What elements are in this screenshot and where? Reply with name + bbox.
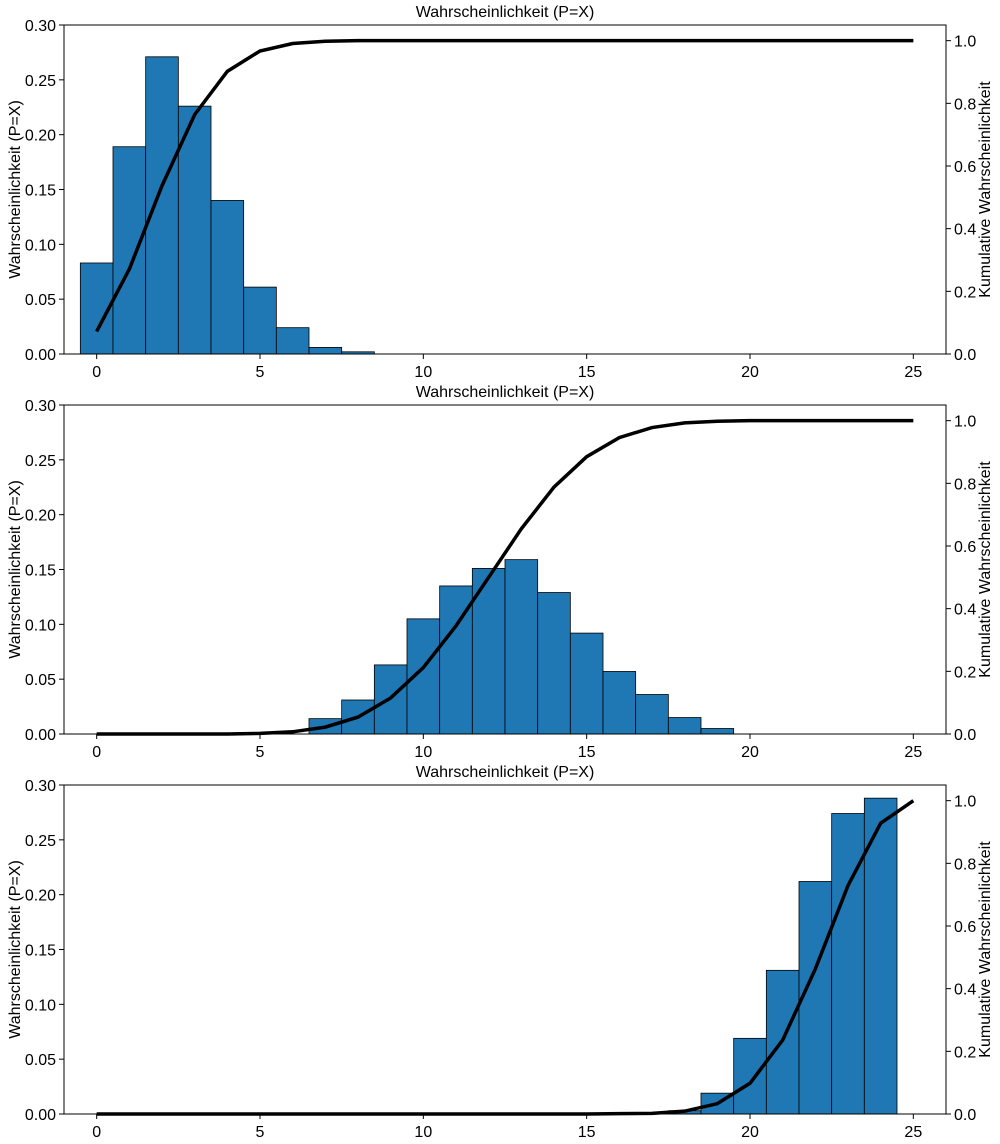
bar xyxy=(667,717,702,735)
y-tick-label: 0.15 xyxy=(25,943,56,960)
x-tick-label: 20 xyxy=(741,1124,759,1141)
y2-tick-label: 0.4 xyxy=(954,982,976,999)
y2-tick-label: 0.0 xyxy=(954,347,976,364)
x-tick-label: 10 xyxy=(414,364,432,381)
x-tick-label: 15 xyxy=(578,364,596,381)
bar xyxy=(210,200,245,355)
y-tick-label: 0.15 xyxy=(25,183,56,200)
y2-tick-label: 0.8 xyxy=(954,476,976,493)
bar xyxy=(700,728,735,735)
y-tick-label: 0.20 xyxy=(25,508,56,525)
x-tick-label: 10 xyxy=(414,1124,432,1141)
y-tick-label: 0.20 xyxy=(25,128,56,145)
y-tick-label: 0.00 xyxy=(25,1107,56,1124)
x-tick-label: 20 xyxy=(741,744,759,761)
y2-tick-label: 0.2 xyxy=(954,284,976,301)
bar xyxy=(504,559,539,735)
x-tick-label: 0 xyxy=(92,744,101,761)
y-tick-label: 0.05 xyxy=(25,672,56,689)
y2-tick-label: 1.0 xyxy=(954,414,976,431)
bar xyxy=(177,105,212,355)
bar xyxy=(145,56,179,355)
subplot: Wahrscheinlichkeit (P=X) 0 5 10 15 20 25 0.00 0.… xyxy=(7,4,994,381)
x-tick-label: 15 xyxy=(578,744,596,761)
y-tick-label: 0.05 xyxy=(25,1052,56,1069)
y-tick-label: 0.00 xyxy=(25,347,56,364)
y2-tick-label: 0.4 xyxy=(954,602,976,619)
y2-tick-label: 0.8 xyxy=(954,96,976,113)
y-tick-label: 0.05 xyxy=(25,292,56,309)
y2-tick-label: 0.2 xyxy=(954,1044,976,1061)
x-tick-label: 20 xyxy=(741,364,759,381)
y2-tick-label: 1.0 xyxy=(954,794,976,811)
x-tick-label: 25 xyxy=(904,744,922,761)
y2-tick-label: 1.0 xyxy=(954,34,976,51)
y2-tick-label: 0.6 xyxy=(954,919,976,936)
y2-axis-label: Kumulative Wahrscheinlichkeit xyxy=(977,841,994,1058)
subplot-title: Wahrscheinlichkeit (P=X) xyxy=(416,764,595,781)
x-tick-label: 15 xyxy=(578,1124,596,1141)
y-tick-label: 0.30 xyxy=(25,398,56,415)
y-tick-label: 0.10 xyxy=(25,997,56,1014)
y2-axis-label: Kumulative Wahrscheinlichkeit xyxy=(977,81,994,298)
y-tick-label: 0.25 xyxy=(25,73,56,90)
y2-tick-label: 0.6 xyxy=(954,539,976,556)
y2-tick-label: 0.2 xyxy=(954,664,976,681)
y-tick-label: 0.10 xyxy=(25,237,56,254)
y2-tick-label: 0.0 xyxy=(954,1107,976,1124)
y-tick-label: 0.10 xyxy=(25,617,56,634)
bar xyxy=(831,813,865,1115)
x-tick-label: 5 xyxy=(256,744,265,761)
y-tick-label: 0.30 xyxy=(25,778,56,795)
subplot: Wahrscheinlichkeit (P=X) 0 5 10 15 20 25 0.00 0.… xyxy=(7,764,994,1141)
bar xyxy=(798,881,833,1115)
bar xyxy=(275,327,310,355)
y2-tick-label: 0.0 xyxy=(954,727,976,744)
y-axis-label: Wahrscheinlichkeit (P=X) xyxy=(7,100,24,279)
subplot-title: Wahrscheinlichkeit (P=X) xyxy=(416,384,595,401)
bar xyxy=(863,797,898,1115)
subplot: Wahrscheinlichkeit (P=X) 0 5 10 15 20 25 0.00 0.… xyxy=(7,384,994,761)
y2-axis-label: Kumulative Wahrscheinlichkeit xyxy=(977,461,994,678)
bar xyxy=(635,694,669,735)
y-tick-label: 0.20 xyxy=(25,888,56,905)
bar xyxy=(112,146,147,355)
y-tick-label: 0.00 xyxy=(25,727,56,744)
x-tick-label: 5 xyxy=(256,364,265,381)
y2-tick-label: 0.4 xyxy=(954,222,976,239)
y-tick-label: 0.25 xyxy=(25,833,56,850)
bar xyxy=(243,286,277,355)
y2-tick-label: 0.8 xyxy=(954,856,976,873)
x-tick-label: 0 xyxy=(92,1124,101,1141)
bar xyxy=(733,1037,767,1115)
y2-tick-label: 0.6 xyxy=(954,159,976,176)
x-tick-label: 10 xyxy=(414,744,432,761)
y-axis-label: Wahrscheinlichkeit (P=X) xyxy=(7,860,24,1039)
bar xyxy=(308,347,343,355)
bar xyxy=(569,632,604,735)
x-tick-label: 25 xyxy=(904,1124,922,1141)
y-axis-label: Wahrscheinlichkeit (P=X) xyxy=(7,480,24,659)
y-tick-label: 0.15 xyxy=(25,563,56,580)
subplot-title: Wahrscheinlichkeit (P=X) xyxy=(416,4,595,21)
bar xyxy=(537,592,571,735)
y-tick-label: 0.25 xyxy=(25,453,56,470)
y-tick-label: 0.30 xyxy=(25,18,56,35)
x-tick-label: 25 xyxy=(904,364,922,381)
cumulative-line xyxy=(95,38,914,333)
x-tick-label: 5 xyxy=(256,1124,265,1141)
x-tick-label: 0 xyxy=(92,364,101,381)
bar xyxy=(602,671,637,735)
